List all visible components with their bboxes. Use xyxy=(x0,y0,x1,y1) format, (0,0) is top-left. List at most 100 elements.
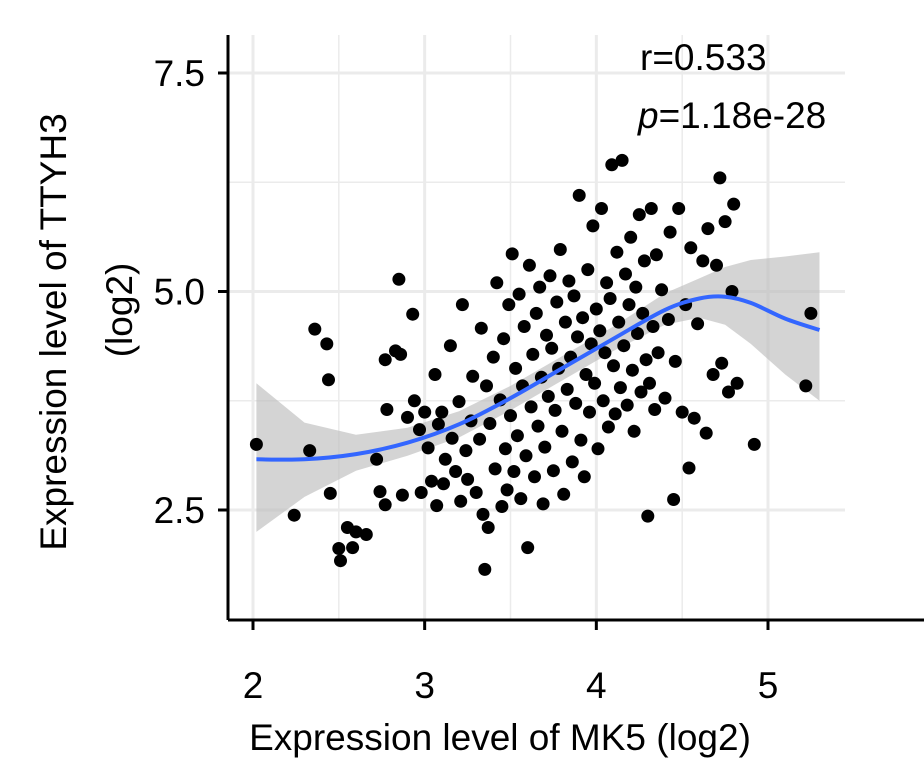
data-point xyxy=(435,405,449,419)
data-point xyxy=(346,541,360,555)
data-point xyxy=(560,382,574,396)
data-point xyxy=(455,298,469,312)
data-point xyxy=(449,465,463,478)
data-point xyxy=(308,322,322,336)
data-point xyxy=(373,485,387,499)
data-point xyxy=(507,465,521,478)
data-point xyxy=(629,280,643,294)
data-point xyxy=(359,528,373,541)
data-point xyxy=(722,385,735,399)
data-point xyxy=(586,219,600,233)
data-point xyxy=(395,488,409,502)
data-point xyxy=(581,263,595,277)
data-point xyxy=(658,391,672,405)
data-point xyxy=(710,258,723,272)
data-point xyxy=(610,245,624,259)
data-point xyxy=(668,354,682,368)
data-point xyxy=(649,248,663,262)
data-point xyxy=(627,424,641,438)
data-point xyxy=(598,346,612,360)
data-point xyxy=(636,306,650,320)
data-point xyxy=(490,276,504,290)
data-point xyxy=(553,243,567,256)
data-point xyxy=(519,449,533,463)
data-point xyxy=(644,202,658,215)
data-point xyxy=(706,368,720,381)
data-point xyxy=(684,241,698,255)
data-point xyxy=(634,385,648,399)
data-point xyxy=(569,396,583,410)
data-point xyxy=(323,486,337,500)
data-point xyxy=(418,405,432,419)
data-point xyxy=(526,347,540,361)
data-point xyxy=(622,298,636,312)
data-point xyxy=(461,472,475,486)
data-point xyxy=(579,368,593,381)
data-point xyxy=(452,395,466,409)
data-point xyxy=(431,417,445,431)
p-symbol: p xyxy=(637,95,659,136)
data-point xyxy=(517,320,531,333)
data-point xyxy=(637,254,651,268)
y-axis-label-line1: Expression level of TTYH3 xyxy=(33,113,74,550)
data-point xyxy=(600,276,614,290)
data-point xyxy=(605,158,619,172)
data-point xyxy=(572,188,586,202)
data-point xyxy=(474,321,488,335)
data-point xyxy=(718,215,732,229)
data-point xyxy=(550,295,564,309)
data-point xyxy=(577,470,591,484)
data-point xyxy=(612,315,626,329)
data-point xyxy=(631,327,644,340)
y-axis-label-line2: (log2) xyxy=(99,263,140,358)
data-point xyxy=(538,440,552,454)
y-tick-label: 2.5 xyxy=(154,490,205,531)
data-point xyxy=(454,494,468,508)
confidence-band xyxy=(256,252,820,532)
data-point xyxy=(407,394,421,408)
data-point xyxy=(646,320,660,333)
data-point xyxy=(483,417,497,430)
data-point xyxy=(401,410,414,424)
data-point xyxy=(555,424,569,438)
data-point xyxy=(545,341,559,355)
data-point xyxy=(505,247,519,261)
data-point xyxy=(589,302,603,316)
data-point xyxy=(428,368,442,381)
data-point xyxy=(514,492,528,506)
y-axis-ticks: 2.5 5.0 7.5 xyxy=(154,53,228,531)
data-point xyxy=(476,507,490,521)
data-point xyxy=(504,409,517,423)
data-point xyxy=(574,433,588,447)
data-point xyxy=(380,403,394,416)
data-point xyxy=(696,254,710,268)
data-point xyxy=(557,487,571,501)
data-point xyxy=(699,426,713,440)
data-point xyxy=(536,497,550,511)
x-tick-label: 4 xyxy=(586,665,607,706)
data-point xyxy=(691,317,705,331)
data-point xyxy=(613,381,627,395)
data-point xyxy=(601,420,615,434)
data-point xyxy=(624,230,638,244)
data-point xyxy=(730,376,744,390)
data-point xyxy=(438,452,452,466)
p-value-text: =1.18e-28 xyxy=(659,95,827,136)
data-point xyxy=(512,287,526,301)
data-point xyxy=(488,462,502,476)
data-point xyxy=(639,353,653,367)
data-point xyxy=(414,486,428,499)
data-point xyxy=(495,500,509,513)
data-point xyxy=(804,306,818,320)
data-point xyxy=(528,470,541,484)
data-point xyxy=(394,347,408,361)
x-axis-ticks: 2 3 4 5 xyxy=(243,620,778,706)
data-point xyxy=(713,171,727,185)
data-point xyxy=(303,444,317,458)
data-point xyxy=(558,315,572,329)
x-tick-label: 3 xyxy=(414,665,435,706)
data-point xyxy=(370,452,384,466)
data-point xyxy=(524,400,538,414)
data-point xyxy=(522,258,536,272)
data-point xyxy=(378,498,392,512)
